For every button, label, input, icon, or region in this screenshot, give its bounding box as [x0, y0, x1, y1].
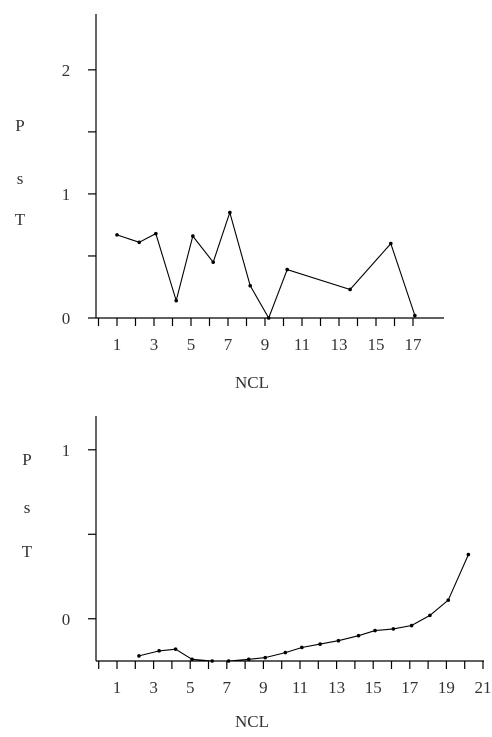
x-tick-label: 5 [187, 335, 196, 354]
data-point [318, 642, 322, 646]
data-point [389, 241, 393, 246]
data-point [137, 240, 141, 245]
x-tick-label: 11 [292, 678, 308, 697]
x-tick-label: 11 [294, 335, 310, 354]
y-axis-label-letter: P [22, 450, 31, 469]
y-tick-label: 2 [62, 61, 71, 80]
data-point [356, 633, 361, 638]
x-tick-label: 5 [186, 678, 195, 697]
data-point [428, 613, 432, 618]
data-point [391, 627, 396, 631]
data-point [246, 657, 251, 662]
data-point [137, 654, 141, 658]
x-tick-label: 9 [259, 678, 268, 697]
data-point [226, 659, 231, 663]
x-tick-label: 3 [150, 335, 159, 354]
x-tick-label: 13 [331, 335, 348, 354]
x-tick-label: 9 [261, 335, 270, 354]
x-tick-label: 15 [365, 678, 382, 697]
data-point [248, 283, 252, 288]
x-tick-label: 1 [113, 335, 122, 354]
y-tick-label: 1 [62, 185, 71, 204]
data-point [154, 231, 158, 236]
data-point [446, 598, 451, 602]
data-point [466, 552, 471, 557]
x-tick-label: 7 [224, 335, 233, 354]
series-line [138, 554, 469, 662]
x-tick-label: 17 [401, 678, 419, 697]
data-point [413, 313, 417, 318]
x-tick-label: 19 [438, 678, 455, 697]
y-axis-label-letter: P [15, 116, 24, 135]
x-tick-label: 3 [149, 678, 158, 697]
x-axis-label: NCL [235, 712, 269, 731]
y-tick-label: 0 [62, 309, 71, 328]
data-point [115, 233, 119, 237]
data-point [210, 659, 214, 663]
data-point [191, 234, 195, 238]
data-point [266, 316, 271, 320]
data-point [174, 298, 178, 303]
x-tick-label: 1 [113, 678, 122, 697]
data-point [336, 638, 341, 643]
y-axis-label-letter: T [22, 542, 33, 561]
data-point [283, 650, 288, 655]
data-point [263, 655, 268, 660]
data-point [157, 649, 161, 653]
data-point [348, 287, 352, 292]
data-point [409, 623, 414, 628]
data-point [300, 645, 304, 650]
data-point [173, 647, 178, 651]
x-axis-label: NCL [235, 373, 269, 392]
series-line [116, 210, 416, 320]
x-tick-label: 21 [475, 678, 492, 697]
x-tick-label: 7 [223, 678, 232, 697]
data-point [373, 628, 377, 633]
x-tick-label: 15 [368, 335, 385, 354]
x-tick-label: 13 [328, 678, 345, 697]
data-point [211, 260, 215, 264]
data-point [228, 210, 232, 215]
y-axis-label-letter: s [17, 169, 24, 188]
data-point [190, 657, 194, 662]
y-tick-label: 0 [62, 610, 71, 629]
y-tick-label: 1 [62, 441, 71, 460]
x-tick-label: 17 [405, 335, 423, 354]
data-point [285, 267, 290, 272]
y-axis-label-letter: s [24, 498, 31, 517]
y-axis-label-letter: T [15, 210, 26, 229]
